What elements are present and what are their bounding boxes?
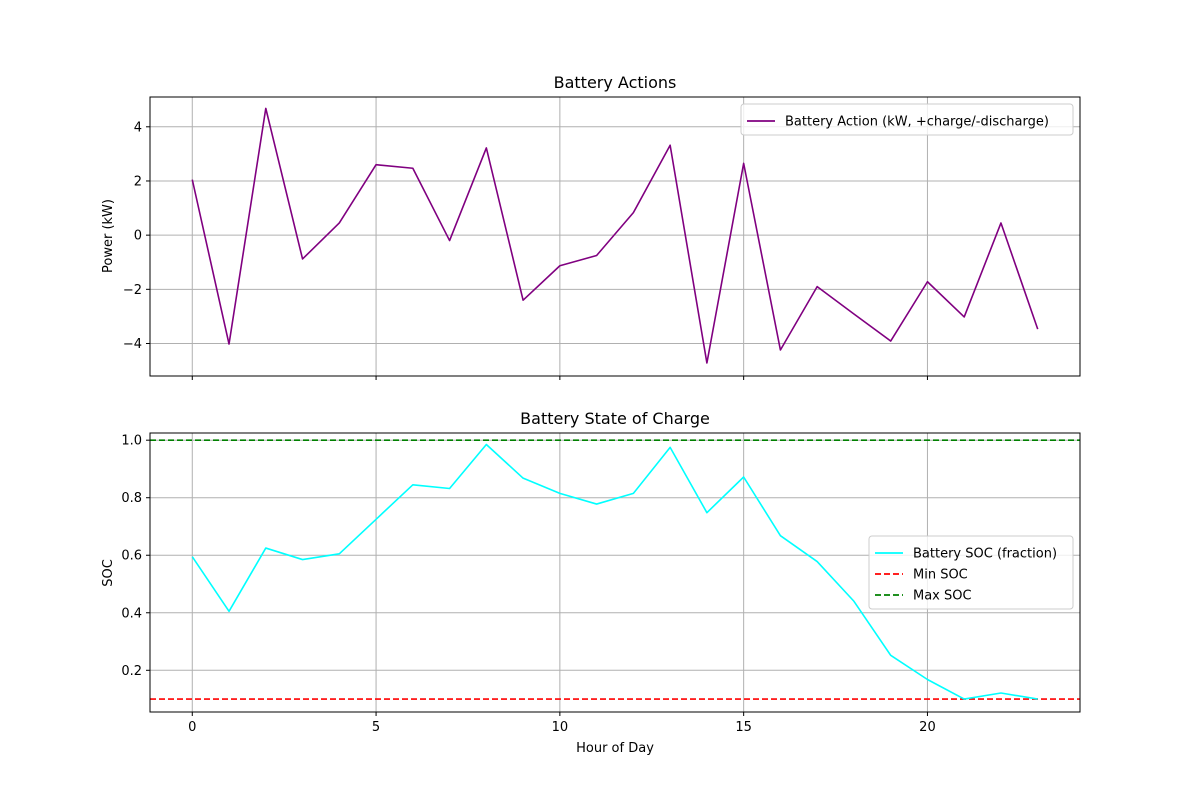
y-tick-label: 0 [134,229,142,244]
series-line [191,107,1039,364]
x-tick-label: 0 [188,720,196,735]
legend-label: Min SOC [913,568,968,583]
legend: Battery SOC (fraction) Min SOC Max SOC [868,535,1074,610]
legend-box [740,103,1074,136]
chart-title: Battery Actions [554,73,677,92]
y-tick-label: 0.2 [121,664,142,679]
y-tick-label: 1.0 [121,434,142,449]
legend-box [868,535,1074,610]
legend-label: Battery Action (kW, +charge/-discharge) [785,115,1049,130]
y-tick-label: 4 [134,120,142,135]
legend-label: Battery SOC (fraction) [913,547,1057,562]
legend-label: Max SOC [913,589,972,604]
y-axis-label: SOC [101,559,116,587]
legend: Battery Action (kW, +charge/-discharge) [740,103,1074,136]
y-axis-label: Power (kW) [101,199,116,273]
axes-frame [149,96,1081,377]
x-tick-label: 15 [735,720,752,735]
battery-actions-plot: Battery Actions Power (kW) −4 −2 0 2 4 Batter… [101,73,1081,380]
axes-frame [149,432,1081,713]
x-tick-label: 5 [372,720,380,735]
battery-soc-plot: Battery State of Charge SOC Hour of Day … [101,409,1081,756]
x-tick-label: 20 [919,720,936,735]
chart-title: Battery State of Charge [520,409,710,428]
x-axis-label: Hour of Day [576,741,654,756]
x-tick-label: 10 [552,720,569,735]
y-tick-label: −4 [123,337,142,352]
series-line [191,443,1038,700]
y-tick-label: 2 [134,174,142,189]
y-tick-label: −2 [123,283,142,298]
y-tick-label: 0.8 [121,491,142,506]
y-tick-label: 0.6 [121,549,142,564]
y-tick-label: 0.4 [121,606,142,621]
